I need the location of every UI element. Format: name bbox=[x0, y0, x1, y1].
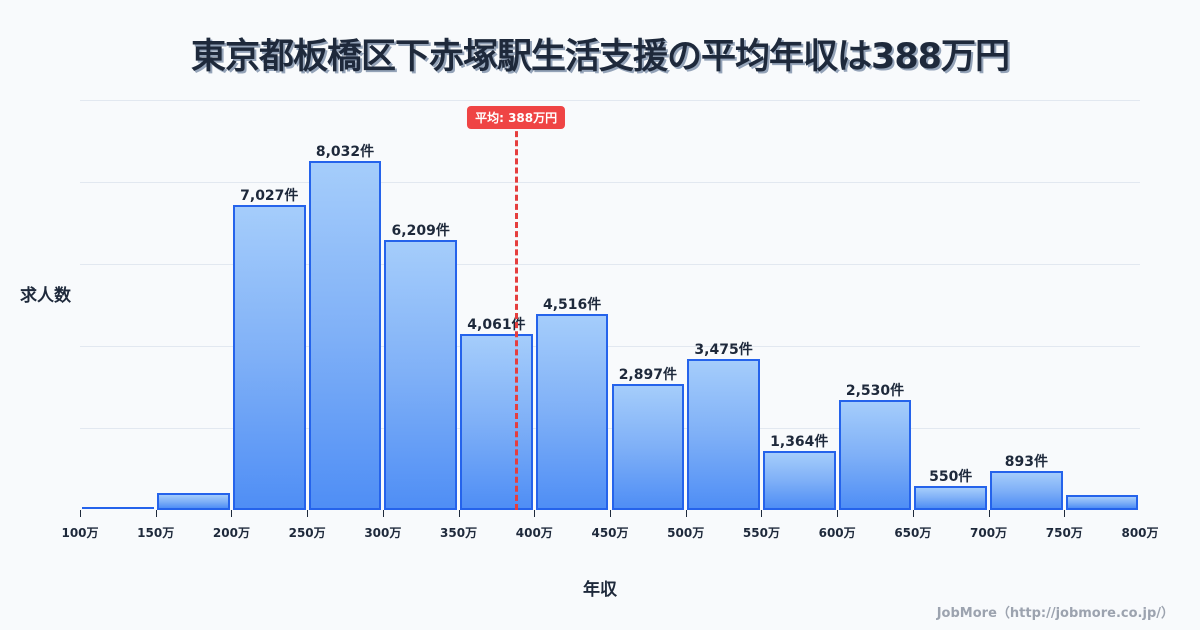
x-tick-mark bbox=[534, 510, 535, 517]
histogram-bar bbox=[308, 161, 382, 510]
histogram-bar bbox=[384, 240, 458, 510]
bar-value-label: 893件 bbox=[1004, 454, 1049, 470]
histogram-bar bbox=[687, 359, 760, 510]
mean-badge: 平均: 388万円 bbox=[467, 106, 566, 129]
x-tick-label: 450万 bbox=[591, 526, 629, 540]
gridline bbox=[80, 264, 1140, 265]
bar-value-label: 7,027件 bbox=[240, 188, 299, 204]
bar-value-label: 8,032件 bbox=[315, 144, 375, 160]
y-axis-label: 求人数 bbox=[20, 286, 71, 306]
x-tick-label: 550万 bbox=[742, 526, 780, 540]
histogram-bar bbox=[611, 384, 685, 510]
x-tick-label: 650万 bbox=[894, 526, 932, 540]
x-axis-label: 年収 bbox=[583, 580, 617, 600]
x-tick-label: 800万 bbox=[1121, 526, 1159, 540]
x-tick-mark bbox=[383, 510, 384, 517]
bar-value-label: 4,516件 bbox=[542, 297, 602, 313]
x-tick-label: 250万 bbox=[288, 526, 326, 540]
x-tick-label: 200万 bbox=[212, 526, 250, 540]
histogram-bar bbox=[762, 451, 836, 510]
x-tick-label: 400万 bbox=[515, 526, 553, 540]
bar-value-label: 2,530件 bbox=[845, 383, 905, 399]
x-tick-mark bbox=[610, 510, 611, 517]
gridline bbox=[80, 346, 1140, 347]
histogram-bar bbox=[460, 334, 533, 510]
x-tick-label: 700万 bbox=[970, 526, 1008, 540]
bar-value-label: 1,364件 bbox=[770, 434, 829, 450]
x-tick-mark bbox=[80, 510, 81, 517]
histogram-bar bbox=[157, 493, 230, 510]
histogram-bar bbox=[914, 486, 988, 510]
x-tick-mark bbox=[837, 510, 838, 517]
histogram-bar bbox=[838, 400, 912, 510]
bar-value-label: 3,475件 bbox=[694, 342, 753, 358]
mean-line bbox=[514, 122, 518, 510]
gridline bbox=[80, 100, 1140, 101]
bar-value-label: 4,061件 bbox=[467, 317, 526, 333]
histogram-bar bbox=[1065, 495, 1139, 510]
histogram-bar bbox=[232, 205, 306, 510]
x-tick-mark bbox=[1064, 510, 1065, 517]
histogram-bar bbox=[81, 507, 155, 510]
x-tick-label: 350万 bbox=[440, 526, 478, 540]
x-tick-label: 100万 bbox=[61, 526, 99, 540]
credit-text: JobMore（http://jobmore.co.jp/） bbox=[936, 606, 1174, 621]
plot-area: 7,027件 8,032件 6,209件 4,061件 4,516件 2,897件 3,47… bbox=[80, 100, 1140, 517]
chart-title: 東京都板橋区下赤塚駅生活支援の平均年収は388万円 bbox=[190, 37, 1010, 77]
x-tick-mark bbox=[307, 510, 308, 517]
x-tick-label: 150万 bbox=[137, 526, 175, 540]
x-tick-label: 750万 bbox=[1045, 526, 1083, 540]
x-tick-mark bbox=[231, 510, 232, 517]
x-tick-mark bbox=[686, 510, 687, 517]
gridline bbox=[80, 428, 1140, 429]
x-tick-label: 300万 bbox=[364, 526, 402, 540]
x-tick-mark bbox=[913, 510, 914, 517]
x-tick-label: 600万 bbox=[818, 526, 856, 540]
x-tick-mark bbox=[761, 510, 762, 517]
x-tick-mark bbox=[989, 510, 990, 517]
x-tick-mark bbox=[156, 510, 157, 517]
gridline bbox=[80, 182, 1140, 183]
histogram-bar bbox=[990, 471, 1063, 510]
histogram-bar bbox=[535, 314, 609, 510]
bar-value-label: 2,897件 bbox=[618, 367, 677, 383]
x-tick-mark bbox=[459, 510, 460, 517]
bar-value-label: 550件 bbox=[929, 469, 973, 485]
bar-value-label: 6,209件 bbox=[391, 223, 450, 239]
x-tick-label: 500万 bbox=[667, 526, 705, 540]
